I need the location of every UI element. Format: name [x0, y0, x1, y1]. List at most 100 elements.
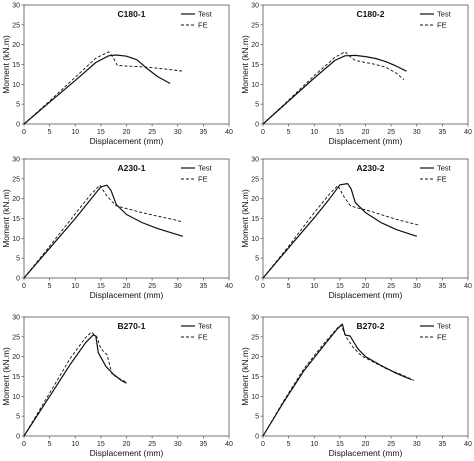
x-tick-label: 25	[148, 283, 156, 290]
y-tick-label: 0	[16, 276, 20, 283]
x-tick-label: 15	[97, 283, 105, 290]
y-tick-label: 10	[251, 236, 259, 243]
x-tick-label: 20	[123, 283, 131, 290]
x-tick-label: 40	[464, 441, 472, 448]
x-tick-label: 35	[199, 441, 207, 448]
y-tick-label: 15	[12, 62, 20, 69]
legend-label-test: Test	[198, 10, 213, 19]
y-tick-label: 10	[251, 82, 259, 89]
y-axis-label: Moment (kN.m)	[240, 189, 250, 248]
legend-label-test: Test	[437, 322, 452, 331]
x-tick-label: 35	[199, 283, 207, 290]
x-tick-label: 20	[362, 129, 370, 136]
y-tick-label: 30	[12, 3, 20, 10]
y-tick-label: 25	[251, 22, 259, 29]
y-tick-label: 30	[251, 157, 259, 164]
legend-label-fe: FE	[198, 21, 208, 30]
x-tick-label: 30	[174, 283, 182, 290]
legend-label-test: Test	[198, 322, 213, 331]
x-axis-label: Displacement (mm)	[90, 136, 164, 146]
x-tick-label: 30	[413, 283, 421, 290]
x-tick-label: 15	[97, 129, 105, 136]
y-axis-label: Moment (kN.m)	[1, 35, 11, 94]
legend-label-fe: FE	[437, 175, 447, 184]
x-tick-label: 40	[225, 441, 233, 448]
series-line-test	[23, 54, 171, 125]
series-line-test	[262, 183, 417, 279]
legend-label-test: Test	[198, 164, 213, 173]
series-line-fe	[262, 185, 420, 279]
y-axis-label: Moment (kN.m)	[1, 347, 11, 406]
x-tick-label: 15	[336, 283, 344, 290]
x-tick-label: 10	[71, 283, 79, 290]
x-tick-label: 30	[174, 129, 182, 136]
series-line-test	[23, 184, 184, 279]
x-tick-label: 5	[48, 129, 52, 136]
x-tick-label: 35	[199, 129, 207, 136]
y-tick-label: 20	[251, 354, 259, 361]
x-tick-label: 30	[174, 441, 182, 448]
series-line-test	[262, 54, 407, 125]
y-tick-label: 5	[16, 102, 20, 109]
x-tick-label: 25	[387, 283, 395, 290]
legend-label-test: Test	[437, 10, 452, 19]
y-tick-label: 30	[251, 315, 259, 322]
x-axis-label: Displacement (mm)	[329, 136, 403, 146]
chart-panel-1: 0 5 10 15 20 25 30 35 40 0 5 10 15 20 25 30 Displacement…	[1, 3, 233, 147]
y-tick-label: 15	[12, 374, 20, 381]
y-tick-label: 5	[16, 414, 20, 421]
x-axis-label: Displacement (mm)	[90, 448, 164, 458]
legend-label-fe: FE	[437, 21, 447, 30]
legend-label-fe: FE	[198, 333, 208, 342]
x-tick-label: 5	[287, 129, 291, 136]
x-tick-label: 0	[22, 283, 26, 290]
y-tick-label: 0	[255, 122, 259, 129]
legend-label-test: Test	[437, 164, 452, 173]
y-axis-label: Moment (kN.m)	[240, 347, 250, 406]
y-tick-label: 5	[255, 256, 259, 263]
x-tick-label: 20	[362, 441, 370, 448]
x-tick-label: 30	[413, 441, 421, 448]
y-tick-label: 0	[255, 276, 259, 283]
chart-panel-4: 0 5 10 15 20 25 30 35 40 0 5 10 15 20 25 30 Displacement…	[240, 157, 472, 301]
y-tick-label: 25	[12, 22, 20, 29]
chart-panel-2: 0 5 10 15 20 25 30 35 40 0 5 10 15 20 25 30 Displacement…	[240, 3, 472, 147]
x-tick-label: 5	[287, 441, 291, 448]
x-tick-label: 40	[464, 129, 472, 136]
series-line-fe	[23, 51, 183, 125]
chart-panel-6: 0 5 10 15 20 25 30 35 40 0 5 10 15 20 25 30 Displacement…	[240, 315, 472, 459]
y-tick-label: 20	[251, 196, 259, 203]
x-tick-label: 25	[148, 441, 156, 448]
y-tick-label: 20	[12, 354, 20, 361]
y-tick-label: 30	[12, 157, 20, 164]
chart-panel-5: 0 5 10 15 20 25 30 35 40 0 5 10 15 20 25 30 Displacement…	[1, 315, 233, 459]
y-tick-label: 10	[12, 394, 20, 401]
x-tick-label: 40	[225, 283, 233, 290]
series-line-fe	[23, 184, 184, 279]
x-tick-label: 10	[310, 441, 318, 448]
x-tick-label: 30	[413, 129, 421, 136]
legend-label-fe: FE	[437, 333, 447, 342]
y-tick-label: 25	[251, 176, 259, 183]
x-tick-label: 40	[225, 129, 233, 136]
x-tick-label: 5	[48, 441, 52, 448]
y-tick-label: 0	[255, 434, 259, 441]
y-tick-label: 10	[251, 394, 259, 401]
y-tick-label: 25	[251, 334, 259, 341]
y-tick-label: 0	[16, 122, 20, 129]
series-line-fe	[262, 51, 405, 125]
x-tick-label: 10	[310, 283, 318, 290]
y-tick-label: 15	[251, 374, 259, 381]
chart-title: B270-2	[357, 321, 385, 331]
series-line-fe	[262, 324, 415, 437]
chart-panel-3: 0 5 10 15 20 25 30 35 40 0 5 10 15 20 25 30 Displacement…	[1, 157, 233, 301]
y-tick-label: 5	[255, 102, 259, 109]
x-tick-label: 35	[438, 283, 446, 290]
chart-title: B270-1	[118, 321, 146, 331]
y-tick-label: 5	[255, 414, 259, 421]
x-tick-label: 20	[123, 441, 131, 448]
chart-title: C180-2	[357, 9, 385, 19]
legend-label-fe: FE	[198, 175, 208, 184]
series-line-test	[23, 334, 127, 437]
